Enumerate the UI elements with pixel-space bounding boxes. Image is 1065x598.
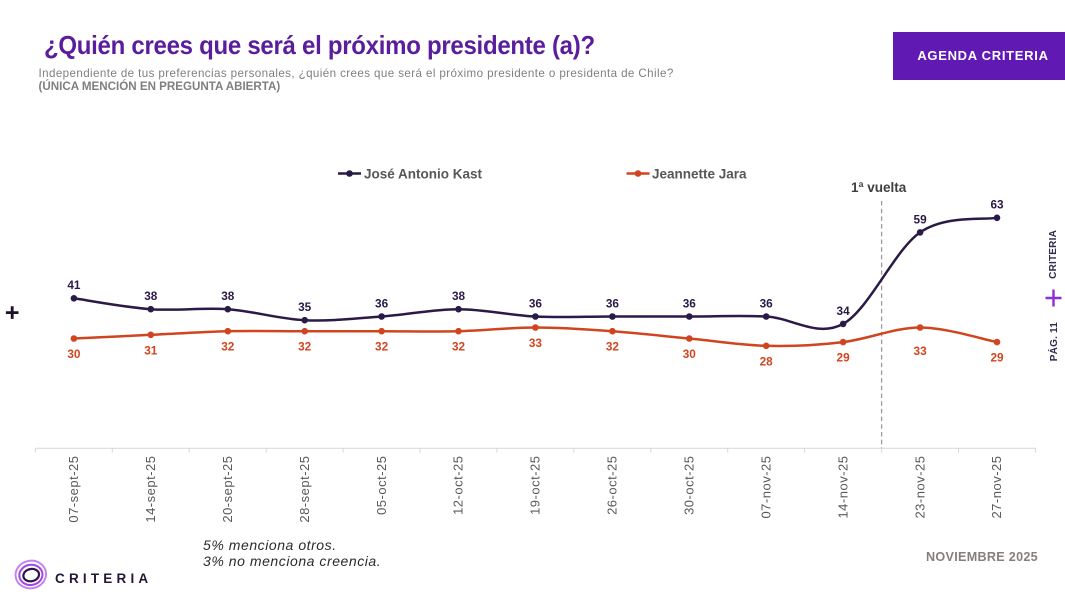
svg-text:35: 35	[298, 300, 312, 314]
svg-text:38: 38	[144, 289, 158, 303]
svg-text:29: 29	[990, 351, 1004, 365]
svg-text:63: 63	[990, 198, 1004, 212]
svg-text:30: 30	[67, 347, 81, 361]
svg-text:José Antonio Kast: José Antonio Kast	[364, 167, 483, 182]
svg-text:30-oct-25: 30-oct-25	[682, 456, 697, 515]
svg-text:33: 33	[914, 344, 928, 358]
svg-text:07-nov-25: 07-nov-25	[758, 456, 773, 519]
svg-text:Jeannette Jara: Jeannette Jara	[652, 167, 747, 182]
svg-text:30: 30	[683, 347, 697, 361]
svg-text:32: 32	[606, 340, 620, 354]
svg-text:32: 32	[452, 340, 466, 354]
svg-text:14-nov-25: 14-nov-25	[835, 456, 850, 519]
svg-text:32: 32	[221, 340, 235, 354]
svg-text:36: 36	[683, 296, 697, 310]
svg-text:36: 36	[529, 296, 543, 310]
svg-text:27-nov-25: 27-nov-25	[989, 456, 1004, 519]
svg-text:34: 34	[837, 304, 851, 318]
svg-text:32: 32	[298, 340, 312, 354]
svg-text:14-sept-25: 14-sept-25	[143, 456, 158, 523]
svg-text:20-sept-25: 20-sept-25	[220, 456, 235, 523]
svg-text:29: 29	[837, 351, 851, 365]
svg-text:28: 28	[760, 354, 774, 368]
svg-text:41: 41	[67, 278, 81, 292]
svg-text:36: 36	[760, 296, 774, 310]
svg-text:19-oct-25: 19-oct-25	[528, 456, 543, 515]
svg-text:59: 59	[914, 212, 928, 226]
svg-text:26-oct-25: 26-oct-25	[605, 456, 620, 515]
svg-text:36: 36	[375, 296, 389, 310]
svg-text:31: 31	[144, 343, 158, 357]
svg-text:38: 38	[452, 289, 466, 303]
svg-text:32: 32	[375, 340, 389, 354]
svg-text:07-sept-25: 07-sept-25	[66, 456, 81, 523]
svg-text:28-sept-25: 28-sept-25	[297, 456, 312, 523]
svg-text:23-nov-25: 23-nov-25	[912, 456, 927, 519]
svg-text:33: 33	[529, 336, 543, 350]
svg-text:36: 36	[606, 296, 620, 310]
svg-text:05-oct-25: 05-oct-25	[374, 456, 389, 515]
svg-text:38: 38	[221, 289, 235, 303]
svg-text:12-oct-25: 12-oct-25	[451, 456, 466, 515]
